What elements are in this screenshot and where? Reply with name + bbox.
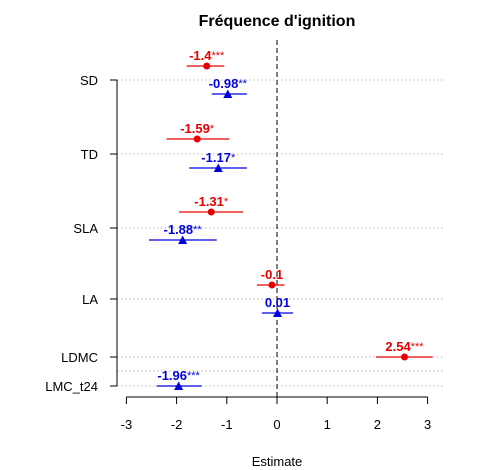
point-group: -1.59* [166, 121, 230, 143]
data-label-value: -1.88 [164, 222, 194, 237]
significance-stars: *** [411, 341, 425, 353]
point-marker [401, 353, 409, 361]
significance-stars: * [231, 152, 236, 164]
data-label: -1.4*** [189, 48, 225, 63]
x-axis-label: Estimate [252, 454, 303, 469]
significance-stars: ** [193, 224, 202, 236]
y-tick-label: SD [80, 73, 98, 88]
point-marker [193, 135, 201, 143]
data-label: 2.54*** [385, 339, 424, 354]
x-axis: -3 -2 -1 0 1 2 3 [121, 396, 431, 432]
point-group: -1.88** [148, 222, 217, 244]
y-tick-label: SLA [73, 221, 98, 236]
data-label: -1.59* [180, 121, 215, 136]
data-label: -1.88** [164, 222, 203, 237]
significance-stars: * [224, 196, 229, 208]
data-label-value: -0.1 [261, 267, 283, 282]
y-tick-label: TD [81, 147, 98, 162]
point-marker [207, 208, 215, 216]
x-tick-label: 1 [324, 417, 331, 432]
point-marker [203, 62, 211, 70]
point-group: -0.98** [209, 76, 248, 98]
data-label: -0.1 [261, 267, 283, 282]
x-tick-label: -3 [121, 417, 133, 432]
data-label: 0.01 [265, 295, 290, 310]
significance-stars: *** [212, 50, 226, 62]
y-tick-label: LA [82, 292, 98, 307]
point-group: -1.31* [179, 194, 243, 216]
point-marker [223, 89, 233, 98]
point-group: -1.17* [189, 150, 247, 172]
x-tick-label: 3 [424, 417, 431, 432]
point-group: -0.1 [256, 267, 285, 289]
data-label: -1.17* [201, 150, 236, 165]
significance-stars: * [210, 123, 215, 135]
data-label: -1.96*** [157, 368, 200, 383]
point-group: 2.54*** [375, 339, 433, 361]
data-label-value: -1.4 [189, 48, 212, 63]
point-group: -1.96*** [156, 368, 202, 390]
point-marker [273, 308, 283, 317]
x-tick-label: 2 [374, 417, 381, 432]
data-label-value: -1.59 [180, 121, 210, 136]
data-label-value: -1.17 [201, 150, 231, 165]
x-tick-label: -1 [221, 417, 233, 432]
data-label-value: 0.01 [265, 295, 290, 310]
point-group: -1.4*** [186, 48, 225, 70]
data-label-value: -1.96 [157, 368, 187, 383]
data-marks: -1.4***-0.98**-1.59*-1.17*-1.31*-1.88**-… [148, 48, 433, 390]
point-group: 0.01 [261, 295, 294, 317]
x-tick-label: 0 [273, 417, 280, 432]
data-label-value: 2.54 [385, 339, 411, 354]
y-tick-label: LMC_t24 [45, 379, 98, 394]
data-label-value: -1.31 [194, 194, 224, 209]
point-marker [213, 163, 223, 172]
point-marker [268, 281, 276, 289]
significance-stars: *** [187, 370, 201, 382]
point-marker [174, 381, 184, 390]
y-tick-label: LDMC [61, 350, 98, 365]
chart-title: Fréquence d'ignition [199, 13, 356, 30]
data-label-value: -0.98 [209, 76, 239, 91]
significance-stars: ** [238, 78, 247, 90]
data-label: -1.31* [194, 194, 229, 209]
x-tick-label: -2 [171, 417, 183, 432]
point-marker [178, 235, 188, 244]
y-axis: SD TD SLA LA LDMC LMC_t24 [45, 73, 118, 394]
data-label: -0.98** [209, 76, 248, 91]
